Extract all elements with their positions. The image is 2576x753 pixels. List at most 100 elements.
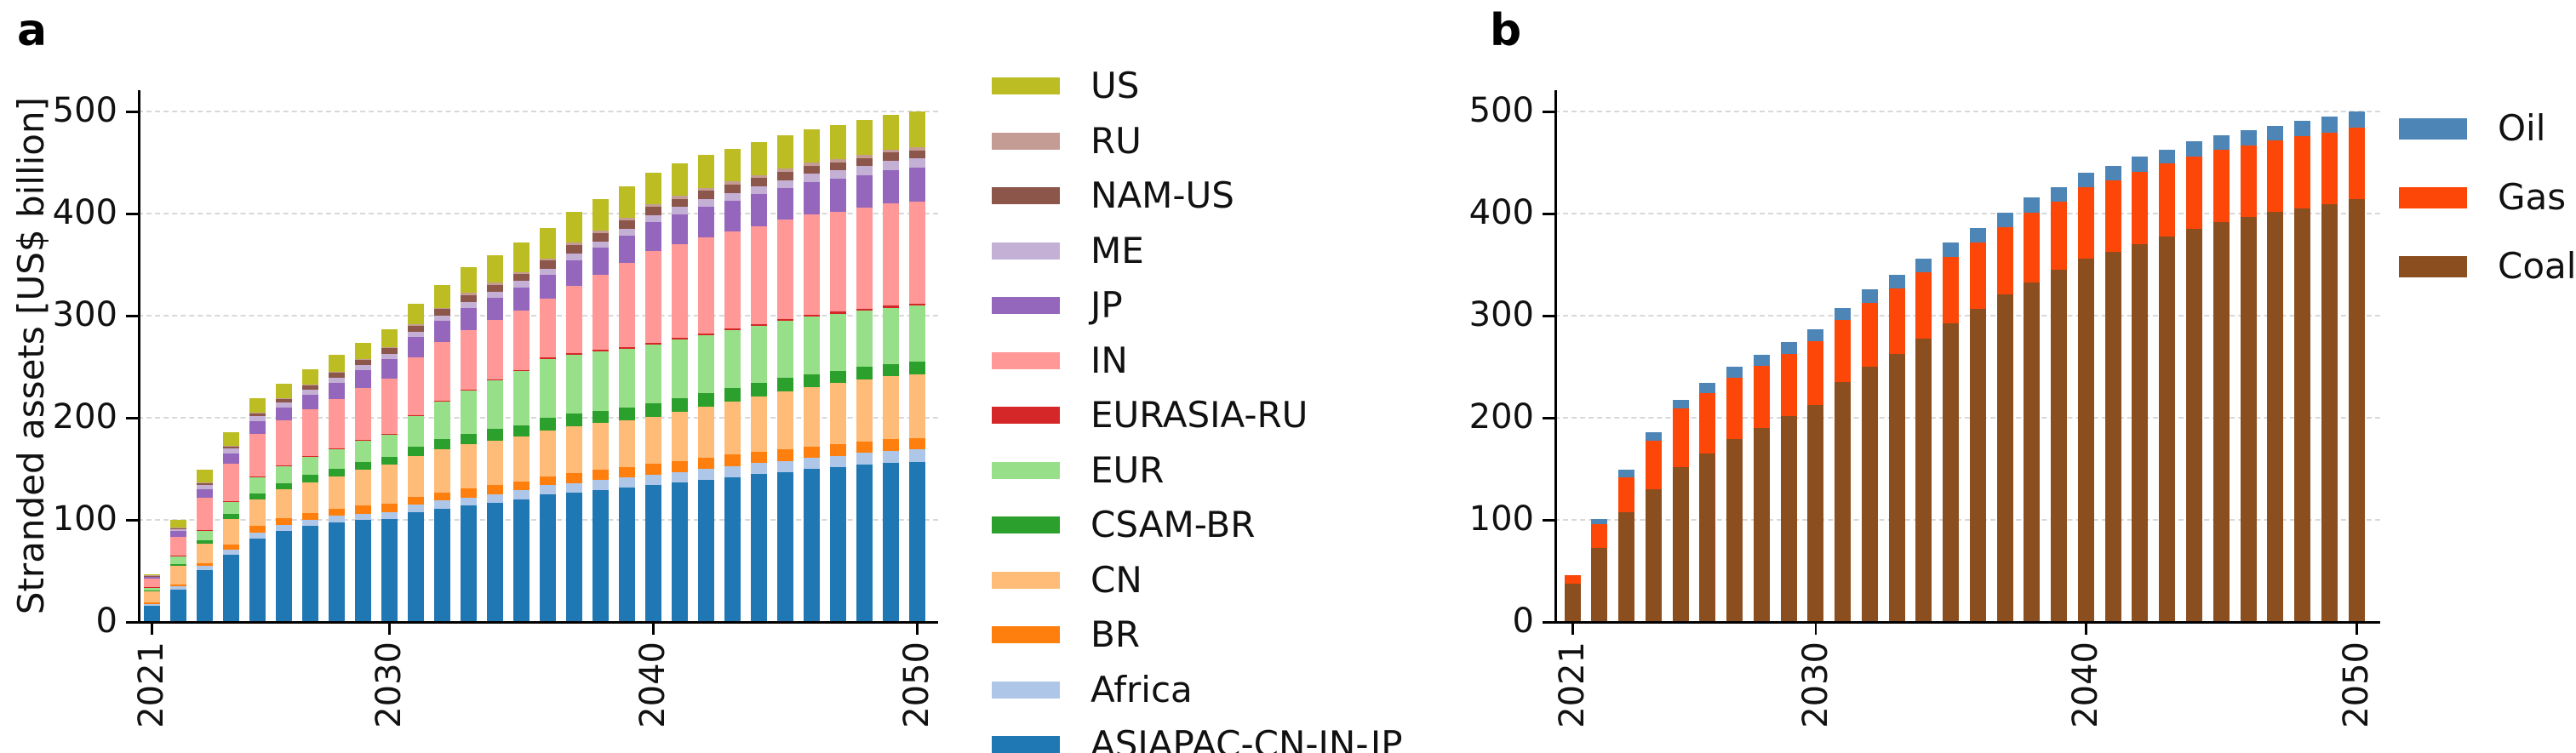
bar-segment-me (301, 390, 318, 396)
gridline-400 (1554, 213, 2380, 214)
bar-segment-csam-br (671, 398, 688, 412)
legend-item-in: IN (992, 342, 1128, 379)
stacked-bar-2034 (1915, 259, 1932, 621)
legend-item-eur: EUR (992, 452, 1164, 488)
bar-segment-eur (592, 351, 609, 411)
stacked-bar-2027 (1726, 367, 1743, 621)
bar-segment-coal (1645, 489, 1662, 621)
bar-segment-ru (512, 271, 530, 274)
x-tick-mark-2050 (2356, 623, 2358, 635)
legend-label-eurasia-ru: EURASIA-RU (1091, 394, 1308, 436)
gridline-500 (138, 111, 938, 112)
stacked-bar-2031 (1835, 307, 1852, 621)
bar-segment-cn (671, 412, 688, 461)
gridline-500 (1554, 111, 2380, 112)
bar-segment-asiapac-cn-in-jp (143, 606, 160, 621)
bar-segment-eur (460, 390, 477, 435)
bar-segment-me (803, 174, 820, 182)
bar-segment-gas (1996, 226, 2013, 294)
bar-segment-nam-us (908, 150, 925, 159)
bar-segment-coal (2348, 199, 2365, 621)
stacked-bar-2045 (2212, 134, 2230, 621)
bar-segment-gas (2024, 213, 2041, 282)
y-tick-mark-400 (1543, 213, 1554, 215)
bar-segment-coal (1564, 583, 1581, 621)
bar-segment-cn (169, 566, 186, 585)
bar-segment-africa (143, 603, 160, 606)
legend-item-gas: Gas (2399, 180, 2566, 215)
bar-segment-jp (222, 453, 239, 464)
bar-segment-in (486, 320, 503, 379)
bar-segment-asiapac-cn-in-jp (539, 494, 556, 621)
x-tick-label-text: 2040 (633, 642, 673, 728)
y-tick-label-400: 400 (1468, 193, 1534, 232)
bar-segment-jp (460, 307, 477, 330)
y-tick-mark-500 (126, 111, 138, 113)
bar-segment-br (407, 496, 424, 505)
gridline-400 (138, 213, 938, 214)
bar-segment-coal (2159, 236, 2176, 621)
bar-segment-gas (1753, 366, 1770, 429)
stacked-bar-2024 (222, 432, 239, 621)
bar-segment-jp (724, 200, 741, 231)
bar-segment-africa (882, 450, 899, 463)
stacked-bar-2023 (196, 469, 213, 621)
bar-segment-ru (565, 242, 582, 246)
bar-segment-us (618, 185, 635, 218)
bar-segment-us (275, 384, 292, 398)
x-tick-label-text: 2050 (897, 642, 936, 728)
bar-segment-africa (249, 532, 266, 539)
bar-segment-eurasia-ru (565, 353, 582, 355)
bar-segment-eur (724, 330, 741, 389)
bar-segment-nam-us (724, 185, 741, 193)
bar-segment-jp (143, 577, 160, 579)
bar-segment-oil (2212, 134, 2230, 150)
bar-segment-coal (2051, 270, 2068, 621)
y-tick-label-100: 100 (52, 499, 117, 539)
bar-segment-gas (1780, 353, 1797, 416)
bar-segment-gas (2240, 145, 2257, 217)
bar-segment-africa (618, 476, 635, 488)
bar-segment-ru (856, 155, 873, 158)
bar-segment-ru (592, 231, 609, 233)
stacked-bar-2047 (829, 125, 846, 621)
bar-segment-jp (407, 337, 424, 358)
bar-segment-eurasia-ru (512, 369, 530, 371)
x-tick-mark-2021 (1571, 623, 1574, 635)
bar-segment-cn (512, 436, 530, 482)
bar-segment-africa (644, 475, 661, 486)
bar-segment-coal (1618, 511, 1635, 621)
bar-segment-oil (1591, 519, 1608, 524)
bar-segment-nam-us (750, 178, 767, 186)
bar-segment-ru (644, 203, 661, 208)
bar-segment-nam-us (196, 483, 213, 485)
bar-segment-br (803, 446, 820, 458)
bar-segment-cn (856, 379, 873, 442)
bar-segment-eur (222, 501, 239, 514)
bar-segment-me (829, 170, 846, 180)
y-tick-label-300: 300 (52, 295, 117, 334)
bar-segment-nam-us (592, 233, 609, 242)
bar-segment-cn (644, 417, 661, 465)
bar-segment-csam-br (328, 469, 345, 476)
bar-segment-jp (671, 214, 688, 244)
bar-segment-eurasia-ru (856, 308, 873, 311)
y-tick-label-0: 0 (95, 602, 117, 641)
bar-segment-in (750, 225, 767, 324)
bar-segment-eurasia-ru (407, 414, 424, 416)
bar-segment-me (671, 207, 688, 214)
bar-segment-eur (671, 339, 688, 399)
bar-segment-br (196, 562, 213, 567)
y-axis-label-wrap: Stranded assets [US$ billion] (9, 90, 53, 621)
bar-segment-ru (433, 307, 450, 310)
bar-segment-coal (1699, 454, 1716, 621)
bar-segment-oil (1996, 213, 2013, 227)
bar-segment-oil (1753, 354, 1770, 366)
stacked-bar-2049 (2321, 117, 2338, 621)
legend-swatch-br (992, 626, 1060, 643)
bar-segment-me (486, 292, 503, 298)
bar-segment-ru (196, 482, 213, 483)
bar-segment-gas (1807, 341, 1824, 405)
bar-segment-nam-us (143, 575, 160, 577)
gridline-200 (138, 417, 938, 419)
